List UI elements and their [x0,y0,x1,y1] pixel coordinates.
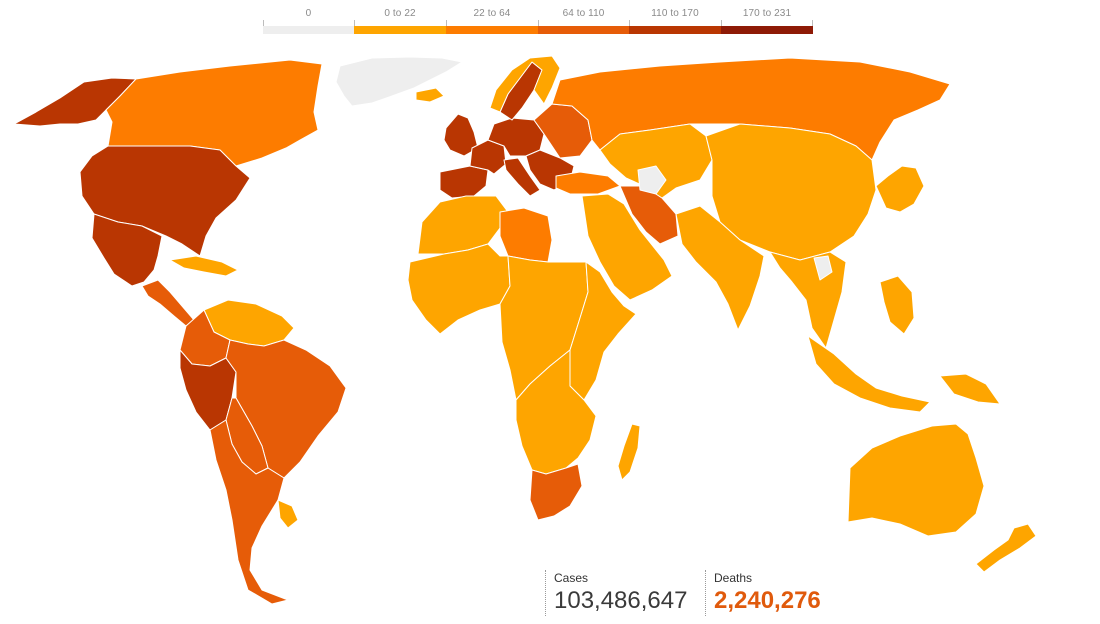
region-central-europe[interactable] [487,117,545,157]
region-madagascar[interactable] [617,423,641,481]
legend-label: 22 to 64 [473,8,511,19]
region-chile-argentina[interactable] [209,419,289,605]
region-libya[interactable] [499,207,553,263]
cases-value: 103,486,647 [554,587,688,614]
region-west-africa[interactable] [407,243,511,335]
deaths-label: Deaths [714,571,753,585]
legend-item: 0 [263,6,354,34]
legend-swatch [629,26,721,34]
region-india[interactable] [675,205,765,331]
legend-item: 0 to 22 [354,6,446,34]
legend-label: 0 to 22 [384,8,416,19]
region-uruguay[interactable] [277,499,299,529]
legend-tick [538,20,539,26]
legend-swatch [446,26,538,34]
legend-swatch [538,26,629,34]
region-east-africa[interactable] [569,261,637,401]
legend-tick [354,20,355,26]
region-australia[interactable] [847,423,985,537]
cases-label: Cases [554,571,589,585]
region-greenland[interactable] [335,56,463,107]
legend-swatch [263,26,354,34]
region-mexico[interactable] [91,213,163,287]
region-canada[interactable] [105,59,323,167]
region-italy[interactable] [503,157,541,197]
legend-swatch [354,26,446,34]
region-iceland[interactable] [415,87,445,103]
legend-label: 64 to 110 [562,8,605,19]
legend-item: 110 to 170 [629,6,721,34]
legend-item: 170 to 231 [721,6,813,34]
legend-tick [263,20,264,26]
cases-stat: Cases 103,486,647 [545,570,704,616]
legend-tick [446,20,447,26]
deaths-stat: Deaths 2,240,276 [705,570,854,616]
legend-swatch [721,26,813,34]
region-new-guinea[interactable] [939,373,1001,405]
world-map [13,55,1037,605]
region-southeast-asia[interactable] [769,251,847,349]
region-indonesia[interactable] [807,335,931,413]
region-caribbean[interactable] [169,255,239,277]
region-north-africa[interactable] [417,195,509,255]
legend-label: 170 to 231 [742,8,792,19]
region-usa[interactable] [79,145,251,257]
region-southern-africa[interactable] [515,349,597,475]
legend-tick [812,20,813,26]
region-indochina-gap [813,255,833,281]
legend-tick [629,20,630,26]
legend-tick [721,20,722,26]
region-new-zealand[interactable] [975,523,1037,573]
region-central-asia[interactable] [599,123,713,199]
region-central-america[interactable] [141,279,195,327]
legend-item: 22 to 64 [446,6,538,34]
region-china-mongolia[interactable] [705,123,877,261]
region-france[interactable] [469,139,507,175]
legend-label: 110 to 170 [651,8,699,19]
region-japan-korea[interactable] [875,165,925,213]
legend: 0 0 to 22 22 to 64 64 to 110 110 to 170 … [263,6,813,36]
legend-label: 0 [305,8,312,19]
region-caspian-gap [637,165,667,195]
region-turkey[interactable] [555,171,621,195]
deaths-value: 2,240,276 [714,587,821,614]
region-brazil[interactable] [225,339,347,479]
region-middle-east[interactable] [581,193,673,301]
region-south-africa[interactable] [529,463,583,521]
legend-item: 64 to 110 [538,6,629,34]
region-iberia[interactable] [439,165,489,199]
region-norway-finland[interactable] [489,55,561,113]
region-philippines[interactable] [879,275,915,335]
